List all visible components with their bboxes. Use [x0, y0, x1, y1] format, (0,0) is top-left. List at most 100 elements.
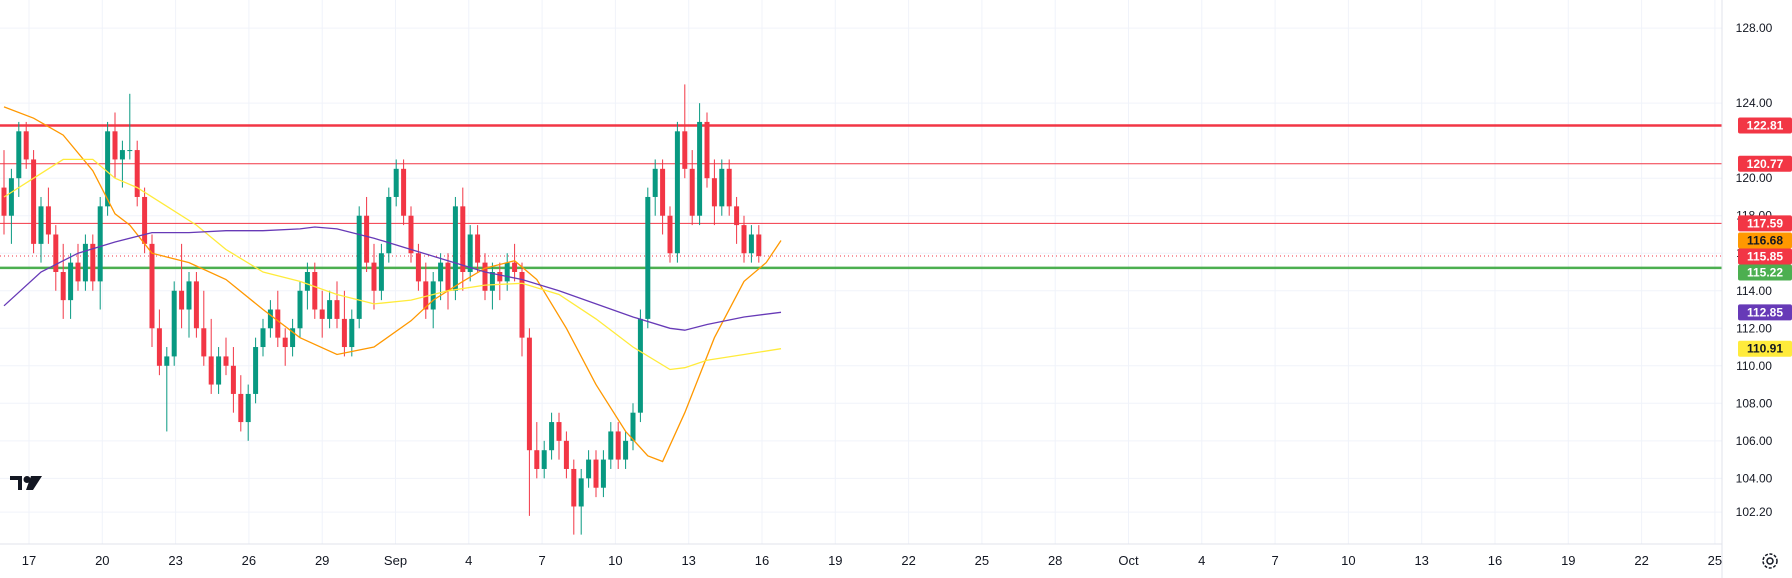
candle-body	[630, 412, 636, 441]
candle-body	[563, 440, 569, 469]
x-tick-label: 29	[315, 553, 329, 568]
candle-body	[208, 356, 214, 385]
candle-body	[711, 178, 717, 207]
x-tick-label: 22	[1634, 553, 1648, 568]
price-badge: 116.68	[1738, 232, 1792, 249]
candle	[290, 318, 296, 357]
candle	[304, 262, 310, 310]
y-tick-label: 120.00	[1736, 171, 1773, 185]
candle	[223, 337, 229, 376]
candle	[526, 328, 532, 516]
candle	[386, 187, 392, 263]
candle-body	[134, 150, 140, 197]
candle	[245, 384, 251, 441]
candle	[238, 375, 244, 432]
candle-body	[697, 121, 703, 216]
candle-body	[645, 196, 651, 319]
candle	[608, 422, 614, 469]
horizontal-levels	[0, 124, 1722, 270]
candle	[660, 159, 666, 235]
candle	[445, 253, 451, 310]
grid	[0, 0, 1722, 544]
moving-averages	[3, 106, 782, 463]
candle	[689, 150, 695, 226]
candle-body	[1, 187, 7, 216]
candle	[230, 347, 236, 413]
candle-body	[112, 131, 118, 160]
y-tick-label: 128.00	[1736, 21, 1773, 35]
x-tick-label: 19	[1561, 553, 1575, 568]
candle	[512, 243, 518, 282]
y-tick-label: 114.00	[1736, 284, 1772, 298]
candle	[186, 272, 192, 338]
candle	[475, 225, 481, 272]
candle-body	[319, 309, 325, 319]
candle-body	[386, 196, 392, 254]
candle	[549, 412, 555, 460]
candle	[378, 243, 384, 301]
candle-body	[60, 272, 66, 301]
candle-body	[260, 328, 266, 348]
candles	[1, 84, 762, 535]
candle	[482, 253, 488, 301]
candle-body	[349, 318, 355, 348]
candle-body	[534, 450, 540, 469]
candle-body	[489, 272, 495, 291]
price-badge-label: 120.77	[1747, 157, 1784, 171]
candle	[630, 403, 636, 451]
candle	[68, 253, 74, 319]
candle-body	[16, 131, 22, 179]
y-tick-label: 112.00	[1736, 321, 1772, 335]
candle-body	[290, 328, 296, 348]
candle	[519, 262, 525, 357]
candle-body	[127, 150, 133, 152]
candle	[571, 459, 577, 535]
candle-body	[334, 300, 340, 319]
x-tick-label: Sep	[384, 553, 407, 568]
candle-body	[267, 309, 273, 329]
candle-body	[75, 262, 81, 282]
candle-body	[371, 262, 377, 291]
candle	[541, 440, 547, 479]
candle	[578, 468, 584, 535]
x-tick-label: 19	[828, 553, 842, 568]
candle-body	[734, 206, 740, 226]
price-badge-label: 110.91	[1747, 342, 1783, 356]
candle-body	[571, 468, 577, 507]
candle-body	[23, 131, 29, 160]
candle	[164, 347, 170, 432]
candle	[460, 187, 466, 291]
candle-body	[704, 121, 710, 179]
candle	[593, 450, 599, 498]
tradingview-logo-icon[interactable]	[10, 476, 42, 490]
candle-body	[401, 168, 407, 216]
candle	[356, 206, 362, 329]
candle-body	[393, 168, 399, 197]
candle-body	[408, 215, 414, 254]
price-badge: 115.85	[1738, 248, 1792, 265]
candle-body	[423, 281, 429, 310]
price-badge-bg	[1738, 304, 1792, 321]
price-badge: 120.77	[1738, 155, 1792, 172]
price-badge-label: 115.85	[1747, 249, 1783, 263]
candle-body	[253, 347, 259, 394]
candle	[312, 262, 318, 319]
price-badge-label: 116.68	[1747, 233, 1783, 247]
x-tick-label: 4	[1198, 553, 1205, 568]
candle-body	[282, 337, 288, 348]
settings-gear-icon[interactable]	[1762, 553, 1778, 569]
candle	[645, 187, 651, 329]
candle-body	[719, 168, 725, 207]
candle-body	[586, 459, 592, 479]
candle-body	[593, 459, 599, 488]
candle-body	[31, 159, 37, 244]
candle-body	[526, 337, 532, 451]
x-tick-label: 16	[1488, 553, 1502, 568]
candle-body	[689, 168, 695, 216]
candle	[1, 150, 7, 235]
candle	[652, 159, 658, 216]
moving-average-line	[3, 106, 782, 463]
candle-body	[223, 356, 229, 366]
candle	[697, 103, 703, 226]
